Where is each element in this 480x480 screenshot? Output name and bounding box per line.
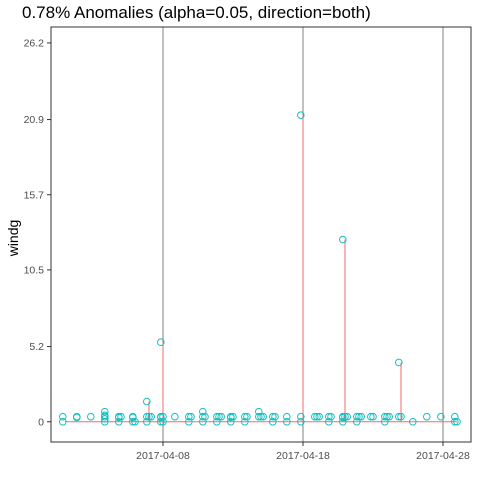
data-point (283, 412, 291, 421)
point-layer (59, 111, 461, 426)
x-tick-label: 2017-04-08 (136, 450, 190, 462)
data-point (339, 235, 347, 244)
data-point (357, 412, 366, 421)
data-point (383, 412, 391, 421)
data-point (437, 412, 445, 421)
data-point (59, 417, 67, 426)
y-axis: 0 5.2 10.5 15.7 20.9 26.2 (24, 38, 51, 428)
data-point (313, 412, 321, 421)
data-point (367, 412, 375, 421)
data-point (325, 412, 333, 421)
data-point (409, 417, 417, 426)
data-point (339, 417, 347, 426)
y-tick-label: 5.2 (29, 341, 44, 353)
data-point (115, 417, 123, 426)
data-point (145, 412, 153, 421)
x-axis: 2017-04-08 2017-04-18 2017-04-28 (136, 442, 470, 462)
data-point (381, 412, 389, 421)
data-point (159, 417, 167, 426)
data-point (369, 412, 377, 421)
data-point (143, 412, 151, 421)
data-point (297, 111, 305, 120)
data-point (423, 412, 431, 421)
data-point (397, 412, 405, 421)
data-point (451, 412, 459, 421)
data-point (259, 412, 268, 421)
data-point (257, 412, 265, 421)
data-point (269, 412, 277, 421)
x-tick-label: 2017-04-28 (416, 450, 470, 462)
data-point (254, 407, 263, 416)
y-tick-label: 10.5 (24, 265, 45, 277)
data-point (297, 417, 305, 426)
data-point (59, 412, 67, 421)
data-point (215, 412, 223, 421)
data-point (451, 417, 459, 426)
data-point (325, 417, 333, 426)
y-axis-title: windg (5, 220, 21, 258)
data-point (157, 417, 165, 426)
chart-title: 0.78% Anomalies (alpha=0.05, direction=b… (22, 3, 371, 22)
data-point (129, 417, 137, 426)
data-point (213, 417, 221, 426)
data-point (355, 412, 363, 421)
data-point (327, 412, 335, 421)
data-point (283, 417, 291, 426)
data-point (217, 412, 225, 421)
data-point (73, 412, 81, 421)
data-point (101, 415, 109, 423)
data-point (87, 412, 95, 421)
data-point (315, 412, 324, 421)
anomaly-segment-layer (65, 115, 457, 423)
data-point (311, 412, 319, 421)
data-point (201, 412, 209, 421)
plot-panel-border (50, 26, 472, 443)
data-point (241, 417, 249, 426)
y-tick-label: 15.7 (24, 189, 45, 201)
data-point (187, 412, 195, 421)
data-point (381, 417, 389, 426)
data-point (395, 412, 403, 421)
data-point (241, 412, 249, 421)
data-point (199, 407, 207, 416)
data-point (254, 412, 263, 421)
data-point (341, 412, 349, 421)
data-point (271, 412, 279, 421)
data-point (185, 417, 193, 426)
data-point (101, 411, 109, 420)
data-point (157, 338, 165, 347)
x-tick-label: 2017-04-18 (276, 450, 330, 462)
y-tick-label: 20.9 (24, 114, 45, 126)
data-point (269, 417, 277, 426)
data-point (117, 412, 125, 421)
data-point (343, 412, 352, 421)
data-point (395, 358, 403, 367)
data-point (143, 417, 151, 426)
data-point (131, 417, 139, 426)
data-point (243, 412, 251, 421)
data-point (143, 397, 151, 406)
data-point (185, 412, 193, 421)
data-point (159, 412, 167, 421)
data-point (229, 412, 237, 421)
y-tick-label: 26.2 (24, 38, 45, 50)
data-point (171, 412, 179, 421)
data-point (297, 412, 305, 421)
data-point (147, 412, 155, 421)
data-point (199, 412, 207, 421)
data-point (353, 417, 361, 426)
data-point (353, 412, 361, 421)
data-point (101, 407, 109, 416)
data-point (385, 412, 394, 421)
data-point (213, 412, 221, 421)
data-point (227, 417, 235, 426)
data-point (129, 413, 137, 422)
y-tick-label: 0 (38, 416, 44, 428)
data-point (453, 417, 461, 426)
data-point (199, 417, 207, 426)
